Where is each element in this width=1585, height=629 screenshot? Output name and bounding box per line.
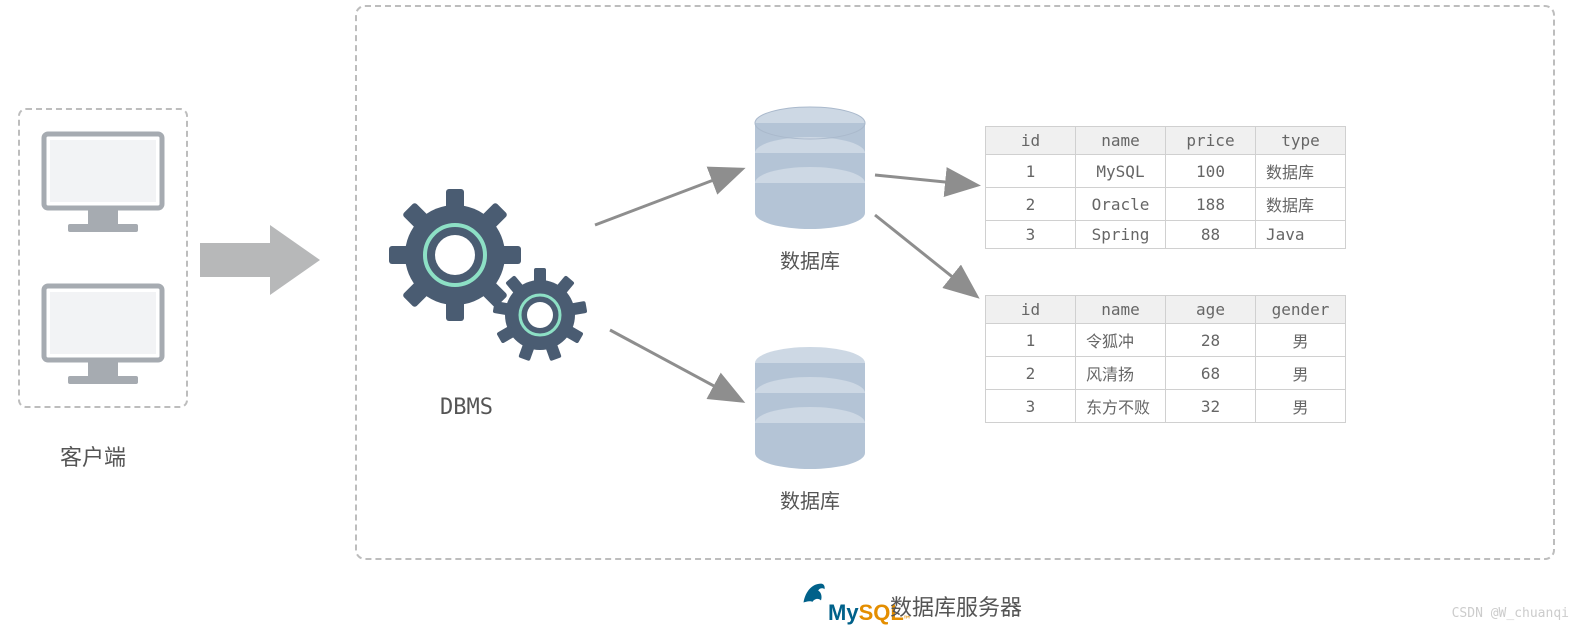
table-cell: 100 xyxy=(1166,155,1256,188)
table-cell: 3 xyxy=(986,221,1076,249)
table-row: 3东方不败32男 xyxy=(986,390,1346,423)
database-label: 数据库 xyxy=(750,245,870,274)
data-table-people: idnameagegender 1令狐冲28男2风清扬68男3东方不败32男 xyxy=(985,295,1346,423)
table-row: 3Spring88Java xyxy=(986,221,1346,249)
table-cell: 令狐冲 xyxy=(1076,324,1166,357)
table-cell: Spring xyxy=(1076,221,1166,249)
flow-arrow-icon xyxy=(200,225,320,295)
monitor-icon xyxy=(38,128,168,238)
database-label: 数据库 xyxy=(750,485,870,514)
table-cell: 2 xyxy=(986,357,1076,390)
table-header: id xyxy=(986,296,1076,324)
table-cell: 88 xyxy=(1166,221,1256,249)
table-row: 1令狐冲28男 xyxy=(986,324,1346,357)
client-label: 客户端 xyxy=(60,440,126,472)
table-row: 2Oracle188数据库 xyxy=(986,188,1346,221)
table-cell: 男 xyxy=(1256,390,1346,423)
table-header: age xyxy=(1166,296,1256,324)
table-header: type xyxy=(1256,127,1346,155)
dbms-label: DBMS xyxy=(440,395,493,420)
gears-icon xyxy=(385,165,595,375)
table-header: name xyxy=(1076,296,1166,324)
table-header: id xyxy=(986,127,1076,155)
database-icon xyxy=(750,105,870,249)
table-cell: MySQL xyxy=(1076,155,1166,188)
table-cell: 1 xyxy=(986,324,1076,357)
table-cell: 32 xyxy=(1166,390,1256,423)
database-icon xyxy=(750,345,870,489)
table-cell: 男 xyxy=(1256,324,1346,357)
table-cell: 数据库 xyxy=(1256,188,1346,221)
table-header: name xyxy=(1076,127,1166,155)
table-cell: 3 xyxy=(986,390,1076,423)
mysql-text-my: My xyxy=(828,600,859,626)
watermark: CSDN @W_chuanqi xyxy=(1452,606,1569,621)
table-cell: Oracle xyxy=(1076,188,1166,221)
table-cell: 男 xyxy=(1256,357,1346,390)
table-cell: 东方不败 xyxy=(1076,390,1166,423)
monitor-icon xyxy=(38,280,168,390)
data-table-products: idnamepricetype 1MySQL100数据库2Oracle188数据… xyxy=(985,126,1346,249)
dolphin-icon xyxy=(800,578,828,606)
table-cell: 28 xyxy=(1166,324,1256,357)
server-label: 数据库服务器 xyxy=(890,590,1022,622)
table-row: 1MySQL100数据库 xyxy=(986,155,1346,188)
table-cell: 188 xyxy=(1166,188,1256,221)
table-cell: Java xyxy=(1256,221,1346,249)
table-cell: 风清扬 xyxy=(1076,357,1166,390)
table-header: price xyxy=(1166,127,1256,155)
table-header: gender xyxy=(1256,296,1346,324)
table-cell: 68 xyxy=(1166,357,1256,390)
table-row: 2风清扬68男 xyxy=(986,357,1346,390)
table-cell: 2 xyxy=(986,188,1076,221)
table-cell: 1 xyxy=(986,155,1076,188)
table-cell: 数据库 xyxy=(1256,155,1346,188)
